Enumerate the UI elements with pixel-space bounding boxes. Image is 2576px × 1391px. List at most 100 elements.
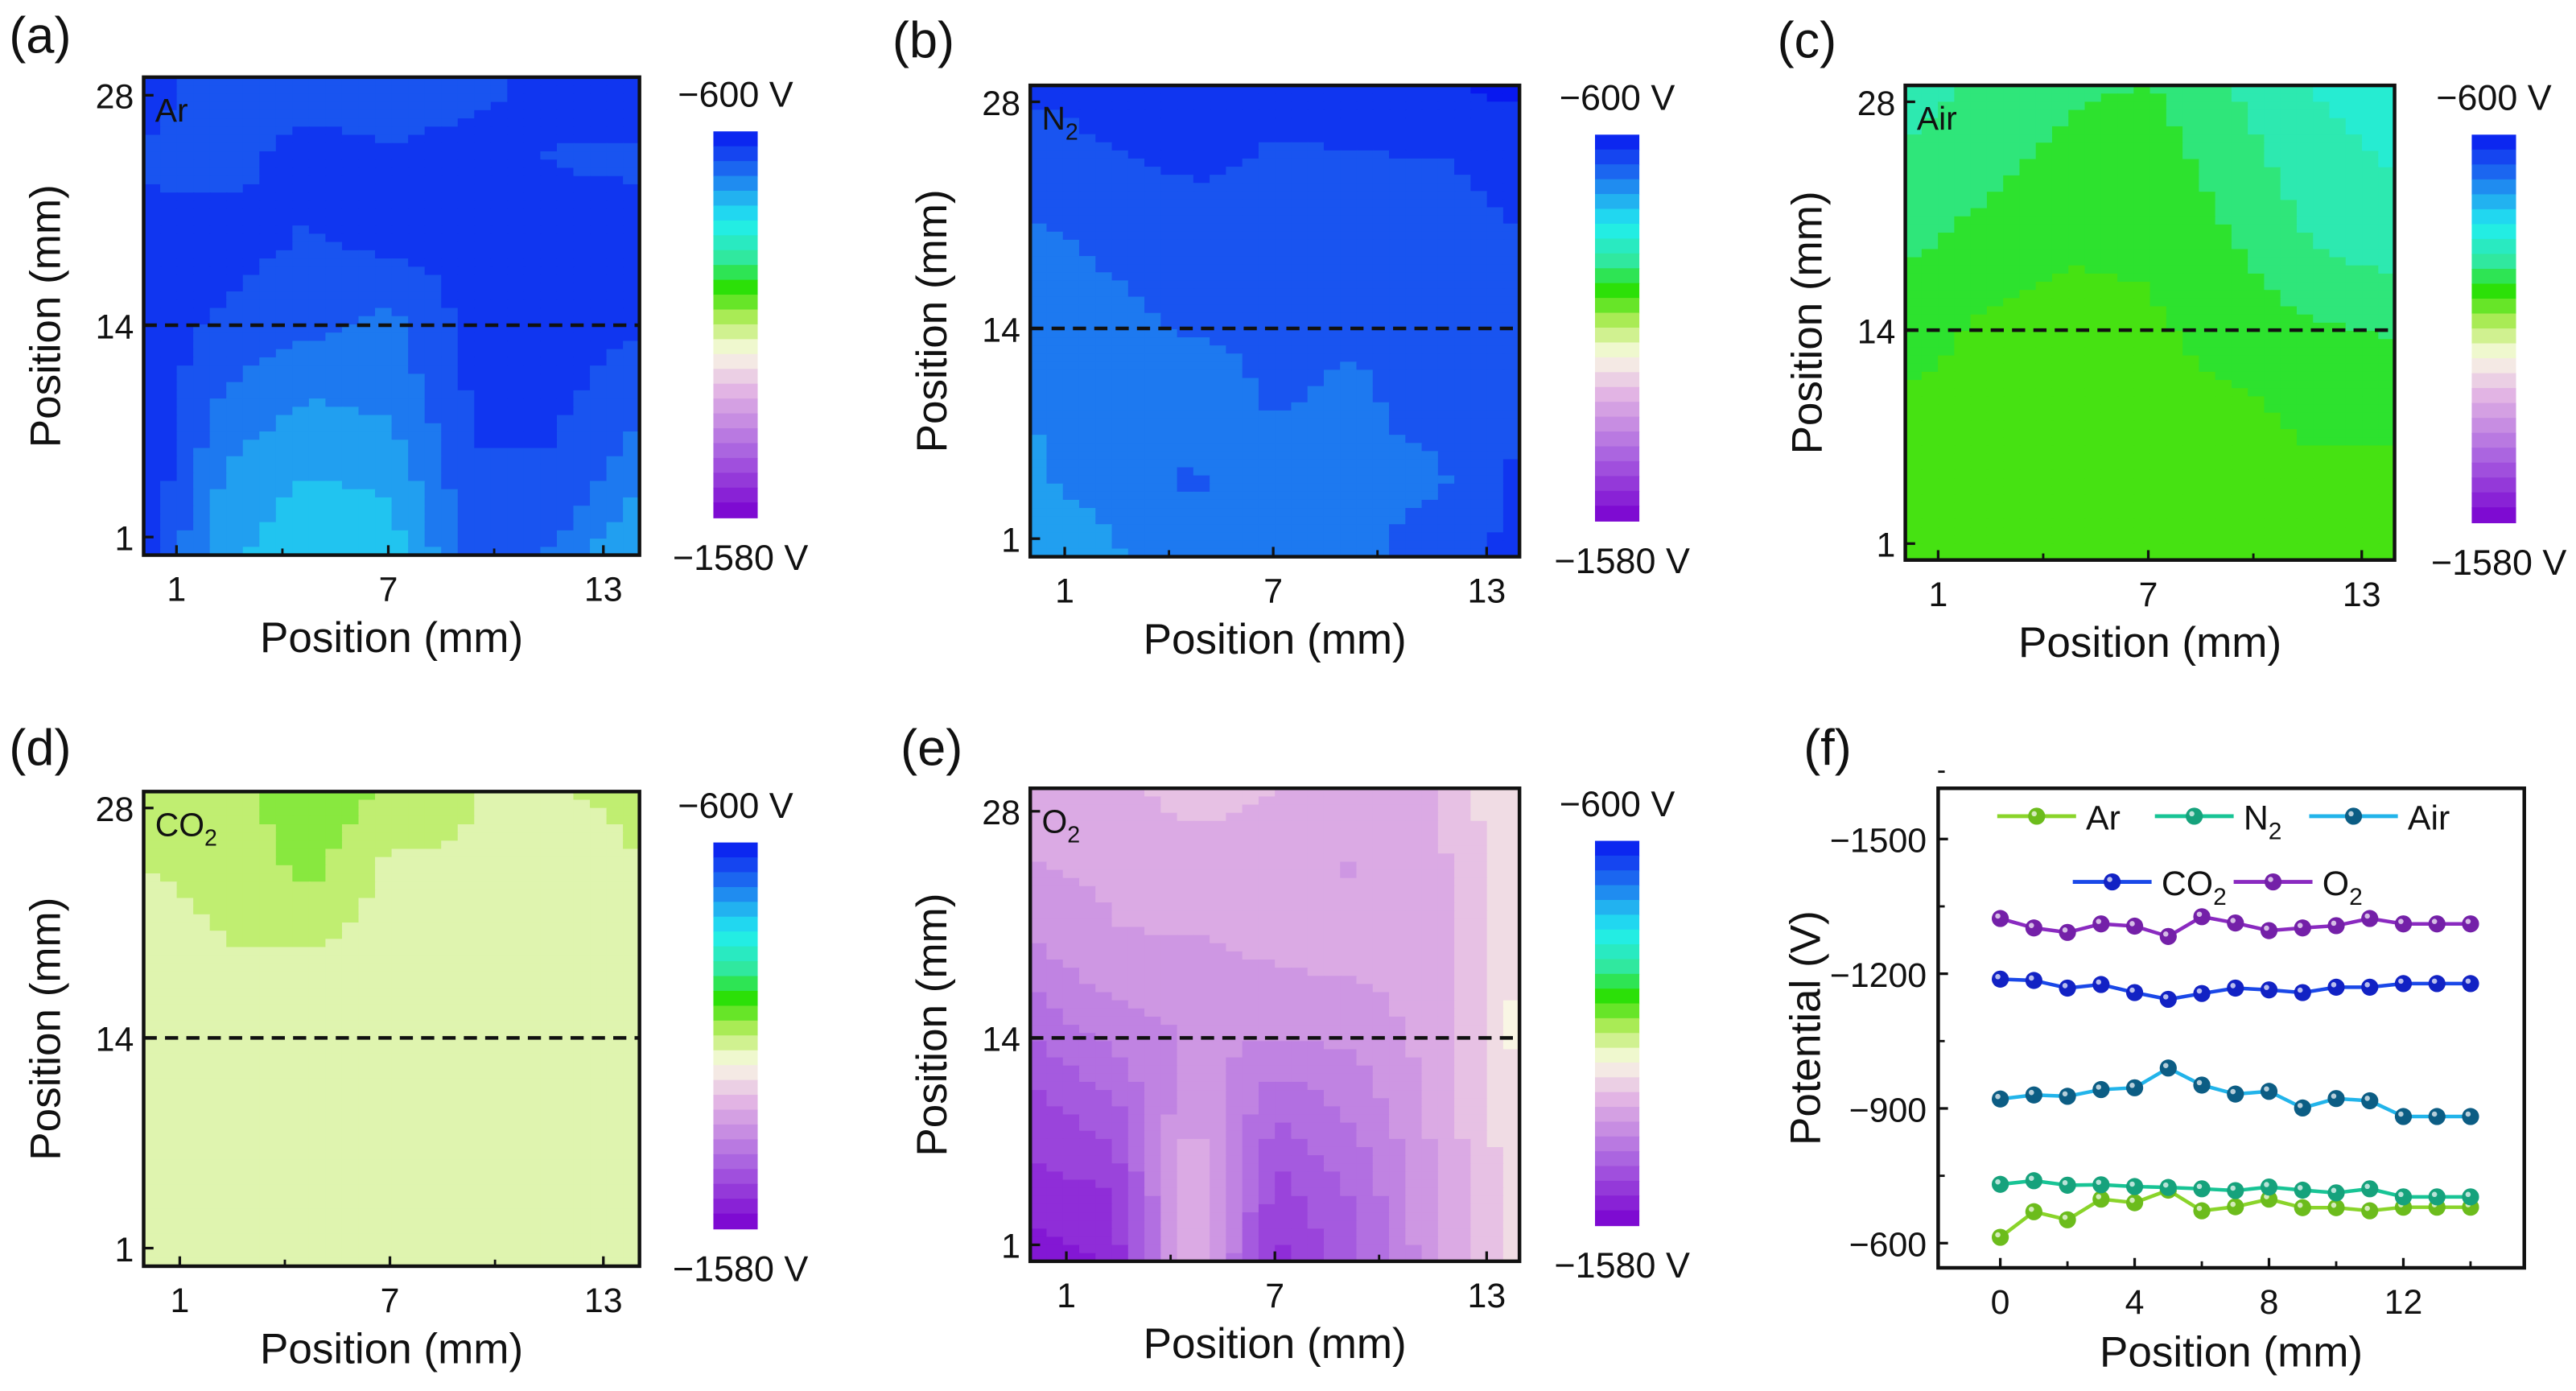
heatmap-cell (1921, 396, 1939, 406)
heatmap-cell (408, 547, 426, 556)
heatmap-cell (341, 390, 360, 400)
heatmap-cell (1356, 223, 1374, 233)
heatmap-cell (2035, 339, 2054, 349)
heatmap-cell (1291, 280, 1309, 290)
heatmap-cell (1905, 380, 1923, 390)
heatmap-cell (143, 126, 162, 136)
heatmap-cell (1242, 215, 1260, 225)
heatmap-cell (606, 382, 624, 392)
heatmap-cell (2231, 437, 2249, 447)
heatmap-cell (325, 506, 344, 515)
heatmap-cell (143, 93, 162, 103)
heatmap-cell (226, 423, 244, 433)
heatmap-cell (1258, 435, 1276, 444)
colorbar-segment (713, 428, 758, 444)
heatmap-cell (375, 101, 393, 112)
heatmap-cell (391, 291, 410, 301)
heatmap-cell (507, 200, 526, 210)
heatmap-cell (2068, 109, 2086, 119)
heatmap-cell (2166, 167, 2184, 177)
heatmap-cell (1127, 93, 1146, 103)
heatmap-cell (2133, 167, 2151, 177)
heatmap-cell (556, 349, 575, 359)
heatmap-cell (1405, 134, 1423, 143)
heatmap-cell (2051, 437, 2070, 447)
heatmap-cell (193, 175, 211, 186)
heatmap-cell (1938, 85, 1956, 95)
heatmap-cell (1470, 345, 1488, 355)
heatmap-cell (490, 233, 509, 243)
heatmap-cell (507, 299, 526, 309)
heatmap-cell (2378, 396, 2396, 406)
heatmap-cell (2084, 273, 2103, 283)
heatmap-cell (556, 299, 575, 309)
heatmap-cell (1421, 304, 1440, 314)
heatmap-cell (176, 250, 195, 260)
heatmap-cell (209, 283, 228, 293)
heatmap-cell (540, 415, 558, 425)
heatmap-cell (1905, 282, 1923, 291)
heatmap-cell (325, 93, 344, 103)
heatmap-cell (1095, 231, 1113, 241)
heatmap-cell (2084, 322, 2103, 332)
heatmap-cell (1078, 256, 1097, 266)
heatmap-cell (1323, 183, 1342, 192)
heatmap-cell (2182, 93, 2200, 103)
heatmap-cell (1307, 451, 1325, 460)
heatmap-cell (1905, 290, 1923, 299)
heatmap-cell (523, 192, 542, 202)
heatmap-cell (1954, 298, 1972, 308)
heatmap-cell (2117, 159, 2135, 168)
heatmap-cell (2264, 339, 2281, 349)
heatmap-cell (1193, 410, 1211, 420)
heatmap-cell (1291, 475, 1309, 485)
heatmap-cell (2003, 429, 2021, 439)
heatmap-cell (325, 283, 344, 293)
heatmap-cell (1258, 167, 1276, 176)
heatmap-cell (160, 217, 178, 227)
heatmap-cell (2068, 159, 2086, 168)
heatmap-cell (341, 200, 360, 210)
heatmap-cell (259, 324, 278, 334)
heatmap-cell (1078, 167, 1097, 176)
heatmap-cell (143, 481, 162, 490)
heatmap-cell (2280, 396, 2298, 406)
heatmap-cell (1160, 85, 1178, 95)
heatmap-cell (143, 184, 162, 194)
heatmap-cell (507, 308, 526, 317)
heatmap-cell (540, 274, 558, 285)
heatmap-cell (1307, 337, 1325, 347)
heatmap-cell (1921, 322, 1939, 332)
heatmap-cell (1405, 150, 1423, 160)
heatmap-cell (1921, 109, 1939, 119)
heatmap-cell (2296, 331, 2314, 341)
heatmap-cell (2117, 175, 2135, 185)
heatmap-cell (2149, 453, 2168, 463)
heatmap-cell (2068, 461, 2086, 472)
heatmap-cell (2019, 380, 2037, 390)
heatmap-cell (2100, 306, 2119, 316)
heatmap-cell (1405, 288, 1423, 298)
heatmap-cell (1905, 396, 1923, 406)
colorbar-segment (1595, 386, 1640, 403)
colorbar-segment (713, 175, 758, 192)
heatmap-cell (1062, 101, 1081, 111)
heatmap-cell (143, 308, 162, 317)
heatmap-cell (358, 109, 377, 120)
heatmap-cell (341, 76, 360, 87)
heatmap-cell (1095, 410, 1113, 420)
heatmap-cell (391, 151, 410, 161)
heatmap-cell (1486, 248, 1505, 258)
heatmap-cell (193, 423, 211, 433)
heatmap-cell (2362, 224, 2380, 234)
heatmap-cell (358, 151, 377, 161)
heatmap-cell (1210, 435, 1227, 444)
heatmap-cell (259, 142, 278, 153)
heatmap-cell (2345, 224, 2364, 234)
heatmap-cell (2231, 461, 2249, 472)
heatmap-cell (1193, 183, 1211, 192)
heatmap-cell (1111, 175, 1130, 184)
heatmap-cell (1954, 192, 1972, 201)
heatmap-cell (2182, 134, 2200, 144)
